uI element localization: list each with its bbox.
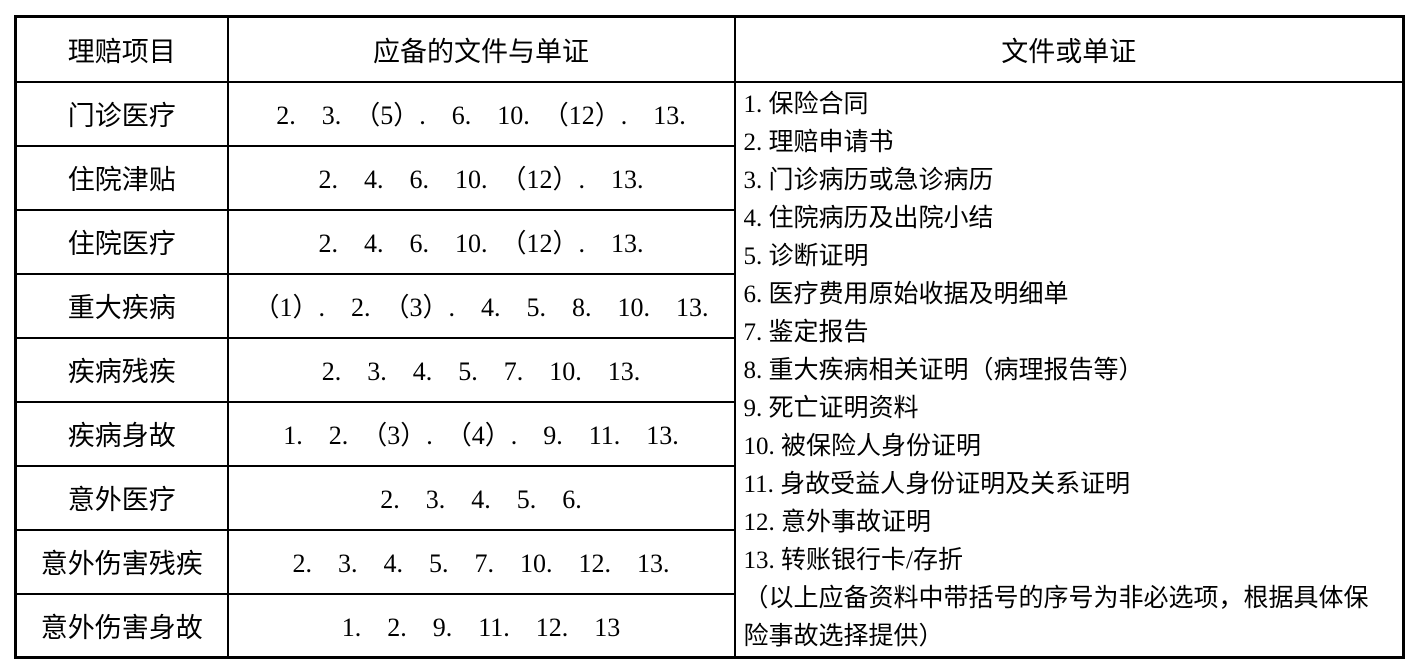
required-docs-illness-disability: 2. 3. 4. 5. 7. 10. 13. (226, 336, 736, 403)
header-documents-list: 文件或单证 (733, 15, 1405, 83)
header-claim-item: 理赔项目 (14, 15, 229, 83)
table-row: 住院医疗 2. 4. 6. 10. （12）. 13. (14, 208, 1404, 275)
required-docs-accident-disability: 2. 3. 4. 5. 7. 10. 12. 13. (226, 528, 736, 595)
table-row: 门诊医疗 2. 3. （5）. 6. 10. （12）. 13. 1. 保险合同… (14, 80, 1405, 659)
document-list-item: 10. 被保险人身份证明 (743, 432, 982, 460)
document-list-item: 13. 转账银行卡/存折 (743, 546, 963, 574)
documents-list-cell: 1. 保险合同 2. 理赔申请书 3. 门诊病历或急诊病历 4. 住院病历及出院… (733, 80, 1405, 659)
required-docs-hospital-medical: 2. 4. 6. 10. （12）. 13. (226, 208, 736, 275)
table-row: 疾病身故 1. 2. （3）. （4）. 9. 11. 13. (14, 400, 1404, 467)
table-row: 意外伤害残疾 2. 3. 4. 5. 7. 10. 12. 13. (14, 528, 1404, 595)
documents-note: （以上应备资料中带括号的序号为非必选项，根据具体保险事故选择提供） (743, 584, 1369, 650)
document-list-item: 8. 重大疾病相关证明（病理报告等） (743, 356, 1144, 384)
table-row: 住院津贴 2. 4. 6. 10. （12）. 13. (14, 144, 1404, 211)
table-row: 意外伤害身故 1. 2. 9. 11. 12. 13 (14, 592, 1404, 659)
claim-item-critical-illness: 重大疾病 (14, 272, 229, 339)
table-header-row: 理赔项目 应备的文件与单证 文件或单证 (14, 15, 1405, 83)
document-list-item: 2. 理赔申请书 (743, 128, 894, 156)
document-list-item: 11. 身故受益人身份证明及关系证明 (743, 470, 1131, 498)
claim-item-outpatient: 门诊医疗 (14, 80, 229, 147)
claim-item-illness-death: 疾病身故 (14, 400, 229, 467)
required-docs-illness-death: 1. 2. （3）. （4）. 9. 11. 13. (226, 400, 736, 467)
document-list-item: 5. 诊断证明 (743, 242, 869, 270)
document-list-item: 4. 住院病历及出院小结 (743, 204, 994, 232)
claim-item-hospital-allowance: 住院津贴 (14, 144, 229, 211)
document-list-item: 12. 意外事故证明 (743, 508, 932, 536)
claim-item-illness-disability: 疾病残疾 (14, 336, 229, 403)
document-list-item: 1. 保险合同 (743, 90, 869, 118)
required-docs-outpatient: 2. 3. （5）. 6. 10. （12）. 13. (226, 80, 736, 147)
table-row: 意外医疗 2. 3. 4. 5. 6. (14, 464, 1404, 531)
document-list-item: 6. 医疗费用原始收据及明细单 (743, 280, 1069, 308)
header-required-documents: 应备的文件与单证 (226, 15, 736, 83)
table-row: 疾病残疾 2. 3. 4. 5. 7. 10. 13. (14, 336, 1404, 403)
required-docs-accident-medical: 2. 3. 4. 5. 6. (226, 464, 736, 531)
document-list-item: 3. 门诊病历或急诊病历 (743, 166, 994, 194)
document-list-item: 9. 死亡证明资料 (743, 394, 919, 422)
document-list-item: 7. 鉴定报告 (743, 318, 869, 346)
claims-documents-table: 理赔项目 应备的文件与单证 文件或单证 门诊医疗 2. 3. （5）. 6. 1… (14, 15, 1405, 659)
claim-item-accident-death: 意外伤害身故 (14, 592, 229, 659)
required-docs-accident-death: 1. 2. 9. 11. 12. 13 (226, 592, 736, 659)
table-row: 重大疾病 （1）. 2. （3）. 4. 5. 8. 10. 13. (14, 272, 1404, 339)
claim-item-hospital-medical: 住院医疗 (14, 208, 229, 275)
claim-item-accident-disability: 意外伤害残疾 (14, 528, 229, 595)
required-docs-hospital-allowance: 2. 4. 6. 10. （12）. 13. (226, 144, 736, 211)
required-docs-critical-illness: （1）. 2. （3）. 4. 5. 8. 10. 13. (226, 272, 736, 339)
claim-item-accident-medical: 意外医疗 (14, 464, 229, 531)
